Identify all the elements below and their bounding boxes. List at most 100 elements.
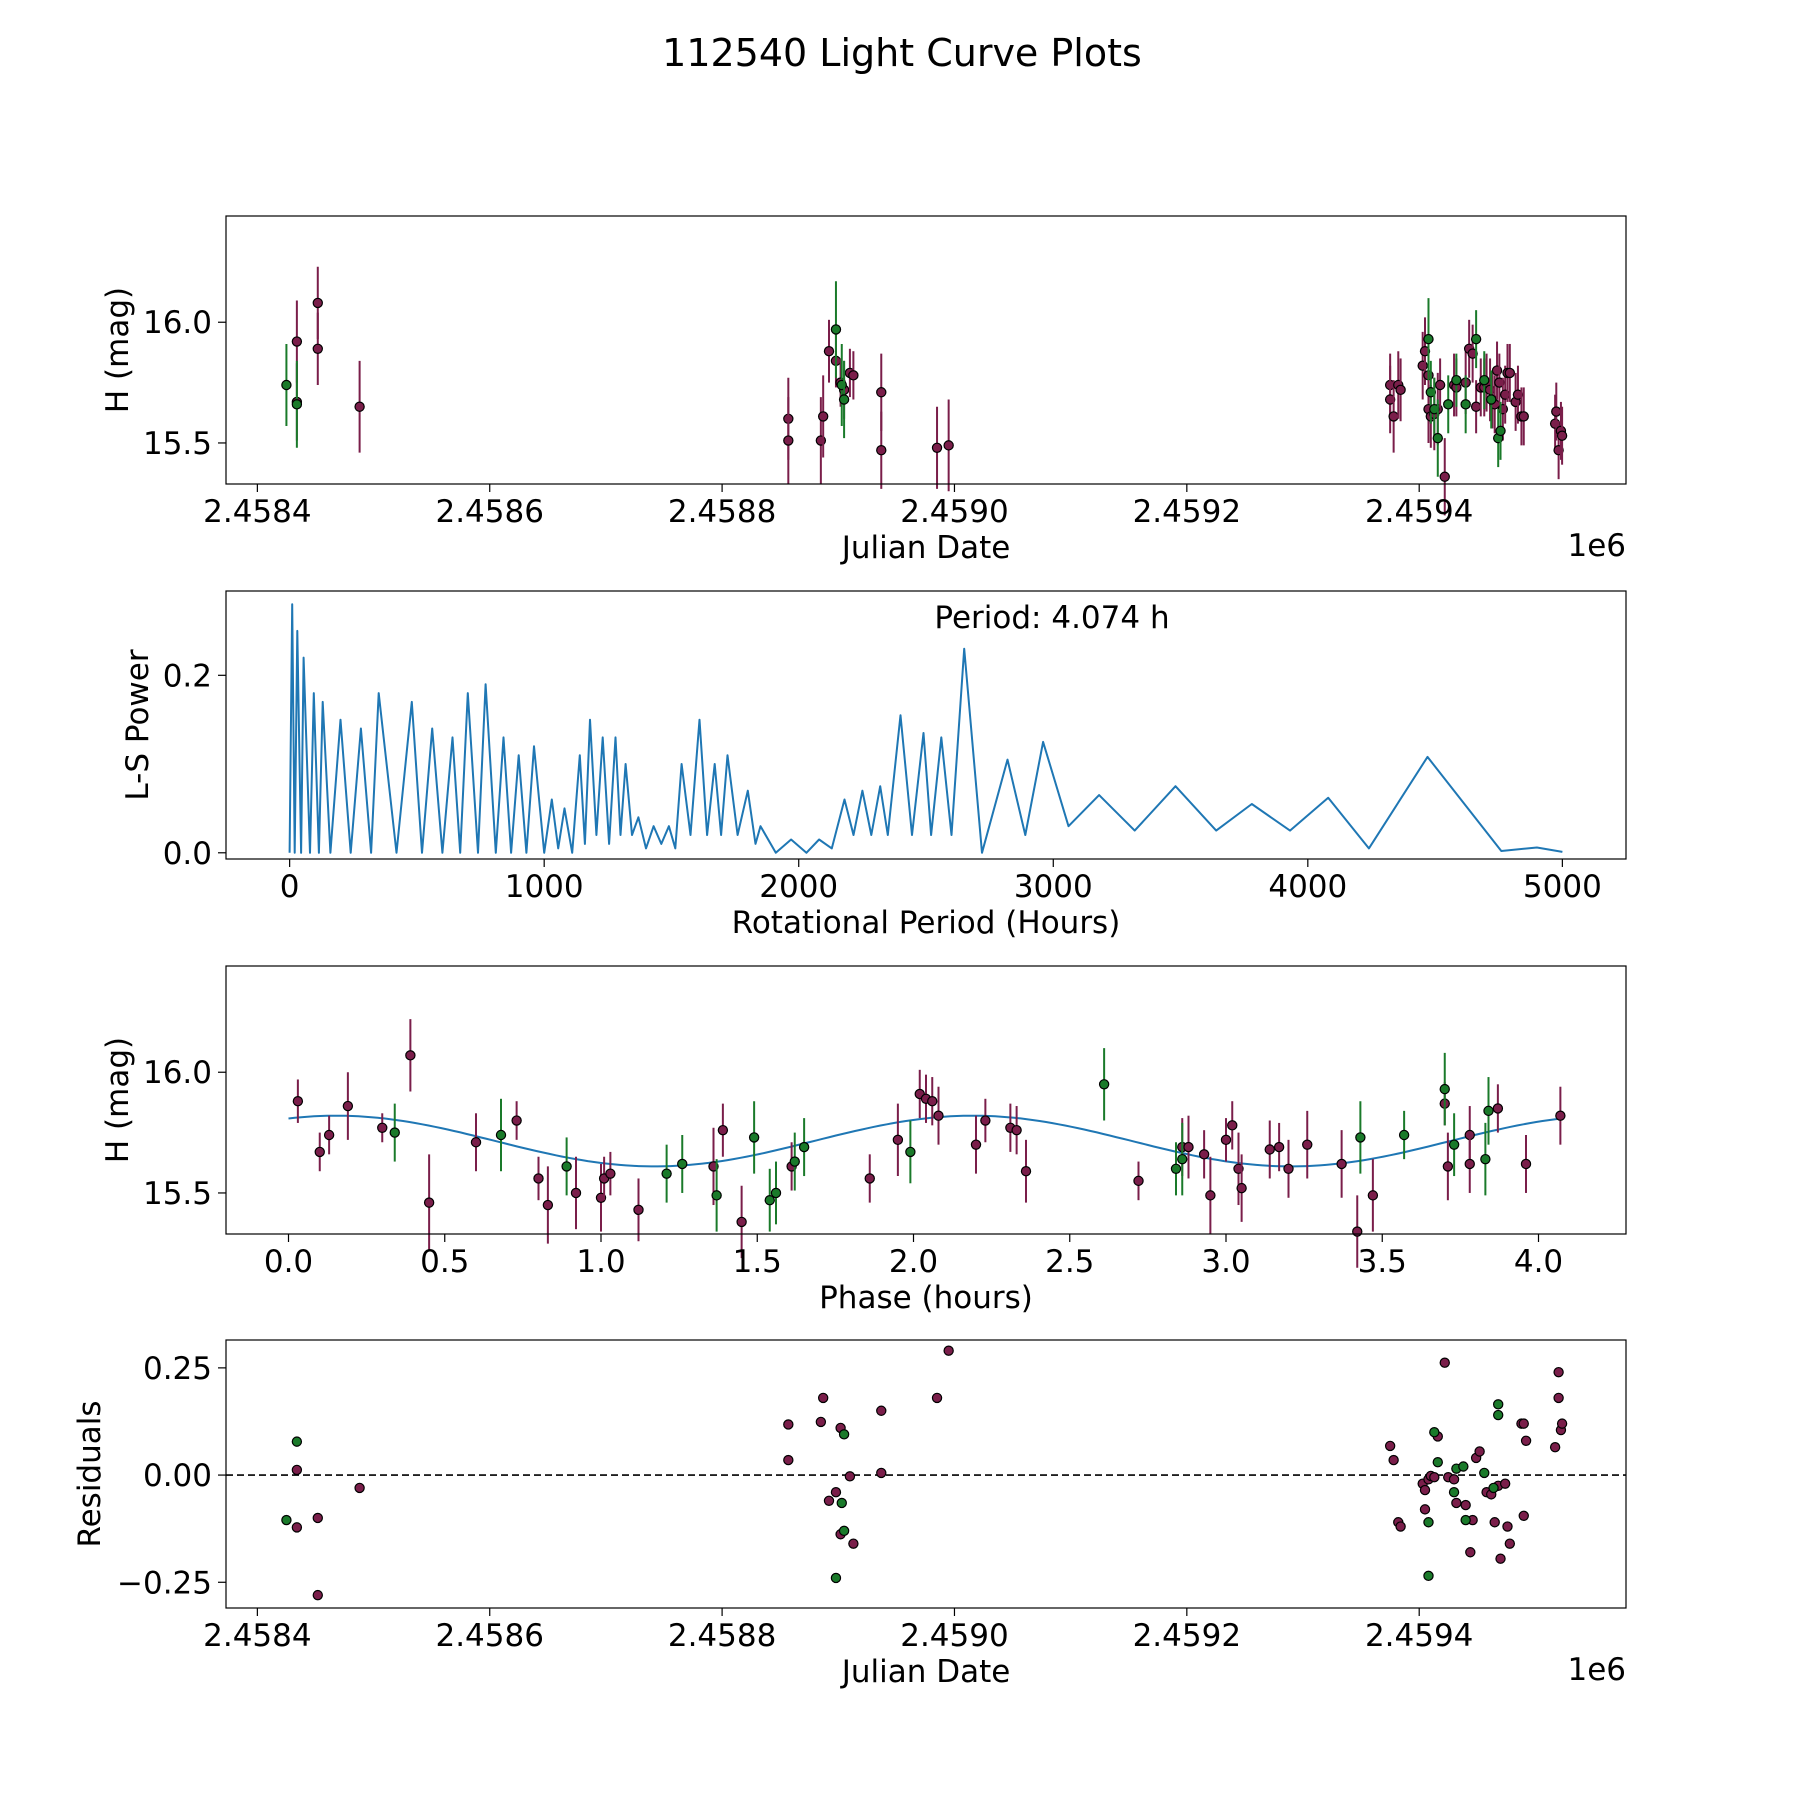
data-point bbox=[291, 1436, 303, 1447]
y-tick-label: 16.0 bbox=[143, 305, 212, 341]
data-point bbox=[1220, 1134, 1232, 1146]
y-tick-label: 15.5 bbox=[143, 1176, 212, 1212]
data-point bbox=[830, 324, 842, 335]
periodogram-ticks: 0 1000 2000 3000 4000 5000 0.0 0.2 bbox=[163, 658, 1602, 905]
data-point bbox=[1205, 1190, 1216, 1201]
data-point bbox=[291, 1522, 303, 1533]
data-point bbox=[1020, 1166, 1032, 1177]
data-point bbox=[980, 1115, 991, 1126]
data-point bbox=[943, 440, 954, 451]
data-point bbox=[542, 1199, 554, 1211]
data-point bbox=[533, 1173, 544, 1184]
data-point bbox=[291, 399, 303, 410]
data-point bbox=[836, 1497, 847, 1509]
y-tick-label: 0.0 bbox=[163, 836, 212, 872]
data-point bbox=[1133, 1175, 1144, 1187]
x-tick-label: 4000 bbox=[1268, 869, 1347, 905]
data-point bbox=[314, 1146, 325, 1158]
data-point bbox=[1395, 1521, 1406, 1532]
data-point bbox=[1551, 406, 1562, 417]
data-point bbox=[1504, 367, 1516, 379]
data-point bbox=[1553, 1366, 1564, 1378]
lightcurve-panel: 2.4584 2.4586 2.4588 2.4590 2.4592 2.4594 15.5… bbox=[100, 215, 1627, 566]
phased-panel: 0.0 0.5 1.0 1.5 2.0 2.5 3.0 3.5 4.0 15.5 16.0 Phas… bbox=[100, 965, 1627, 1316]
data-point bbox=[377, 1122, 388, 1133]
data-point bbox=[770, 1187, 782, 1199]
data-point bbox=[830, 1572, 842, 1584]
x-tick-label: 2.4594 bbox=[1365, 1618, 1473, 1654]
data-point bbox=[848, 1538, 859, 1549]
data-point bbox=[1492, 1409, 1504, 1421]
data-point bbox=[291, 336, 303, 347]
data-point bbox=[1419, 346, 1431, 357]
phased-xlabel: Phase (hours) bbox=[819, 1280, 1033, 1316]
data-point bbox=[1512, 389, 1524, 400]
data-point bbox=[1432, 432, 1443, 444]
data-point bbox=[312, 1512, 323, 1524]
data-point bbox=[789, 1156, 800, 1167]
data-point bbox=[1177, 1153, 1188, 1165]
data-point bbox=[1555, 1110, 1566, 1121]
data-point bbox=[1480, 1153, 1491, 1165]
data-point bbox=[1429, 1472, 1440, 1483]
data-point bbox=[838, 1429, 850, 1440]
data-point bbox=[1460, 1499, 1471, 1511]
data-point bbox=[405, 1050, 416, 1061]
data-point bbox=[927, 1096, 938, 1107]
data-point bbox=[817, 1392, 829, 1404]
data-point bbox=[1429, 1426, 1440, 1438]
y-tick-label: 0.00 bbox=[143, 1458, 212, 1494]
data-point bbox=[1483, 1105, 1494, 1117]
x-tick-label: 2.4592 bbox=[1133, 1618, 1241, 1654]
residuals-axes-frame bbox=[225, 1339, 1627, 1609]
x-tick-label: 3.5 bbox=[1358, 1244, 1407, 1280]
data-point bbox=[1495, 1553, 1506, 1564]
data-point bbox=[1395, 384, 1406, 396]
data-point bbox=[1398, 1129, 1410, 1141]
data-point bbox=[570, 1187, 582, 1199]
data-point bbox=[323, 1129, 335, 1141]
x-tick-label: 2.4586 bbox=[435, 494, 543, 530]
data-point bbox=[633, 1204, 644, 1216]
data-point bbox=[783, 435, 794, 446]
data-point bbox=[1465, 1547, 1476, 1558]
data-point bbox=[844, 1471, 856, 1482]
data-point bbox=[389, 1127, 400, 1138]
data-point bbox=[1355, 1132, 1366, 1143]
data-point bbox=[1467, 348, 1478, 359]
periodogram-ylabel: L-S Power bbox=[120, 649, 156, 800]
data-point bbox=[711, 1190, 722, 1201]
x-tick-label: 2.4592 bbox=[1133, 494, 1241, 530]
data-point bbox=[292, 1096, 304, 1107]
data-point bbox=[1499, 1478, 1511, 1489]
lightcurve-ticks: 2.4584 2.4586 2.4588 2.4590 2.4592 2.4594 15.5… bbox=[143, 305, 1473, 530]
data-point bbox=[876, 444, 887, 456]
phased-axes-frame bbox=[225, 965, 1627, 1235]
data-point bbox=[1388, 411, 1399, 422]
data-point bbox=[1236, 1182, 1247, 1194]
data-point bbox=[1520, 1158, 1532, 1170]
data-point bbox=[815, 1416, 827, 1428]
x-tick-label: 2.0 bbox=[889, 1244, 938, 1280]
data-point bbox=[876, 1467, 887, 1479]
x-tick-label: 4.0 bbox=[1514, 1244, 1563, 1280]
data-point bbox=[1336, 1158, 1347, 1170]
data-point bbox=[1439, 1083, 1450, 1095]
periodogram-marks bbox=[288, 603, 1563, 854]
data-point bbox=[1443, 399, 1454, 410]
data-point bbox=[1227, 1120, 1238, 1131]
data-point bbox=[1448, 1487, 1460, 1498]
lightcurve-xlabel: Julian Date bbox=[840, 530, 1011, 566]
data-point bbox=[495, 1129, 507, 1141]
data-point bbox=[736, 1216, 747, 1228]
data-point bbox=[1442, 1161, 1454, 1172]
data-point bbox=[931, 1392, 943, 1404]
y-tick-label: 15.5 bbox=[143, 426, 212, 462]
data-point bbox=[423, 1197, 435, 1208]
x-tick-label: 1000 bbox=[505, 869, 584, 905]
data-point bbox=[864, 1173, 875, 1184]
residuals-panel: 2.4584 2.4586 2.4588 2.4590 2.4592 2.4594 −0.2… bbox=[72, 1339, 1627, 1690]
x-tick-label: 2.4590 bbox=[900, 1618, 1008, 1654]
data-point bbox=[312, 343, 323, 354]
data-point bbox=[748, 1132, 760, 1143]
